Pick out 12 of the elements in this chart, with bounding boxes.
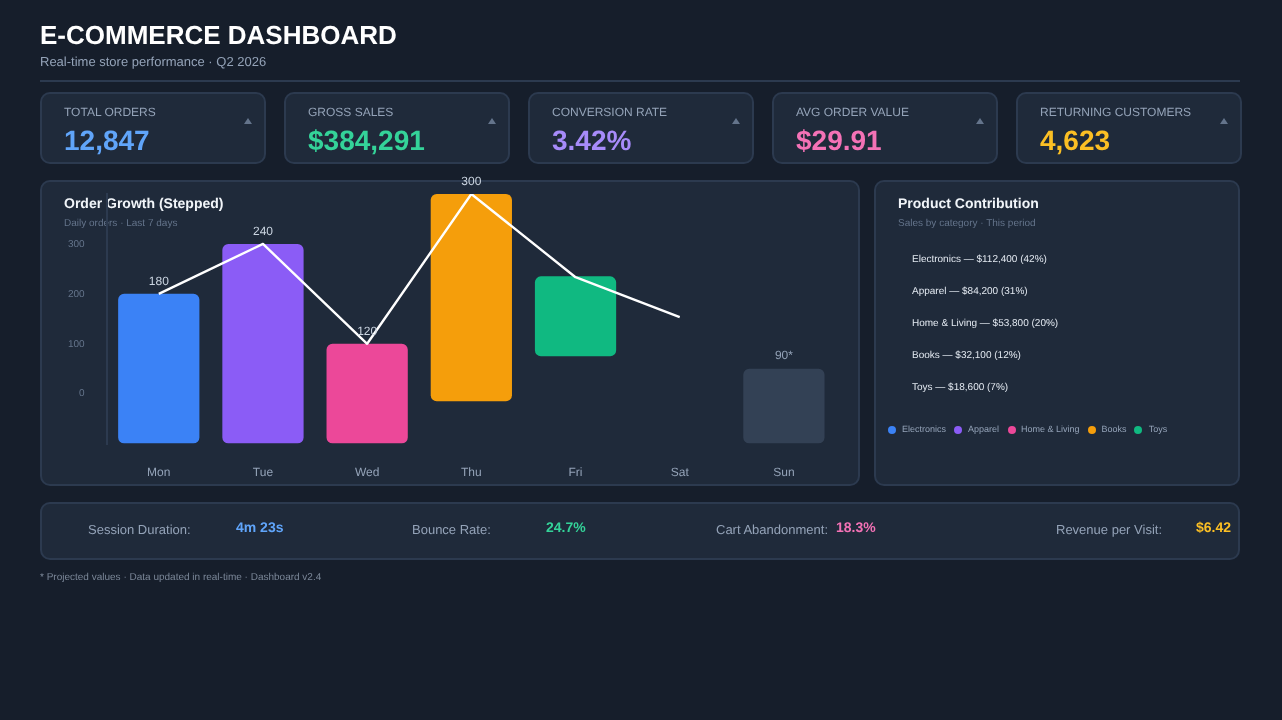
text: 3.42% [552,124,632,156]
bar [743,368,825,444]
bar [534,276,617,357]
text: $384,291 [308,124,425,156]
text: 12,847 [64,124,150,156]
text: $29.91 [796,124,882,156]
bar [430,194,512,402]
text: E-COMMERCE DASHBOARD [40,20,397,50]
bar [118,293,200,444]
bar [326,343,408,444]
bar [222,243,304,444]
text: 4,623 [1040,124,1111,156]
